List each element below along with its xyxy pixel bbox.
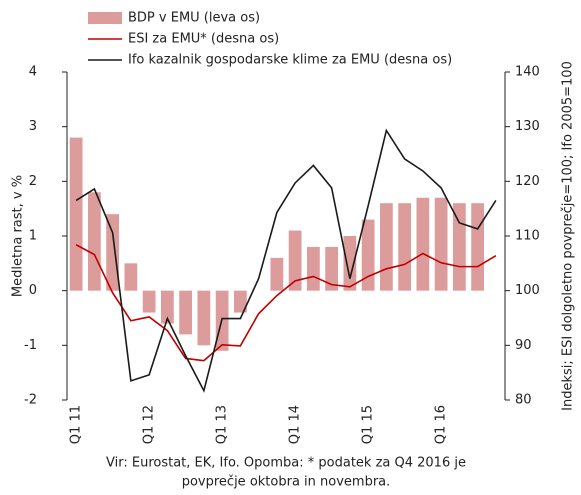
legend-label: BDP v EMU (leva os) — [128, 11, 260, 26]
y-tick-label: 2 — [29, 174, 37, 189]
bar — [434, 197, 448, 291]
bar — [288, 230, 302, 291]
y-tick-label: -2 — [24, 393, 37, 408]
footnote: Vir: Eurostat, EK, Ifo. Opomba: * podate… — [106, 456, 466, 471]
bar — [379, 203, 393, 291]
bar — [471, 203, 485, 291]
x-tick-label: Q1 13 — [215, 405, 230, 444]
bar — [361, 219, 375, 291]
y-tick-label: 0 — [29, 283, 37, 298]
x-tick-label: Q1 12 — [142, 405, 157, 444]
footnote: povprečje oktobra in novembra. — [182, 475, 391, 490]
bar — [343, 236, 357, 291]
bar — [160, 290, 174, 324]
y-tick-label: 1 — [29, 229, 37, 244]
y-axis-label: Medletna rast, v % — [11, 175, 26, 297]
bar — [69, 137, 83, 291]
y2-tick-label: 130 — [515, 119, 540, 134]
y-tick-label: 3 — [29, 119, 37, 134]
y2-tick-label: 110 — [515, 229, 540, 244]
y-tick-label: -1 — [24, 338, 37, 353]
bar — [325, 246, 339, 291]
bar — [142, 290, 156, 313]
bar — [233, 290, 247, 313]
bar — [179, 290, 193, 335]
legend-swatch — [88, 12, 122, 24]
bar — [106, 214, 120, 291]
bar — [270, 257, 284, 291]
bar — [398, 203, 412, 291]
legend-label: Ifo kazalnik gospodarske klime za EMU (d… — [128, 53, 452, 68]
legend-label: ESI za EMU* (desna os) — [128, 32, 279, 47]
bar — [124, 263, 138, 291]
bar — [87, 192, 101, 291]
x-tick-label: Q1 14 — [288, 405, 303, 444]
y2-tick-label: 80 — [515, 393, 532, 408]
x-tick-label: Q1 11 — [69, 405, 84, 444]
x-tick-label: Q1 16 — [434, 405, 449, 444]
x-tick-label: Q1 15 — [361, 405, 376, 444]
y2-tick-label: 140 — [515, 65, 540, 80]
y-tick-label: 4 — [29, 65, 37, 80]
bar — [452, 203, 466, 291]
y2-tick-label: 90 — [515, 338, 532, 353]
y2-axis-label: Indeksi; ESI dolgoletno povprečje=100; I… — [561, 61, 576, 411]
bar — [416, 197, 430, 291]
bar — [197, 290, 211, 346]
bar — [306, 246, 320, 291]
y2-tick-label: 100 — [515, 283, 540, 298]
y2-tick-label: 120 — [515, 174, 540, 189]
line — [75, 128, 497, 393]
line — [75, 244, 497, 362]
